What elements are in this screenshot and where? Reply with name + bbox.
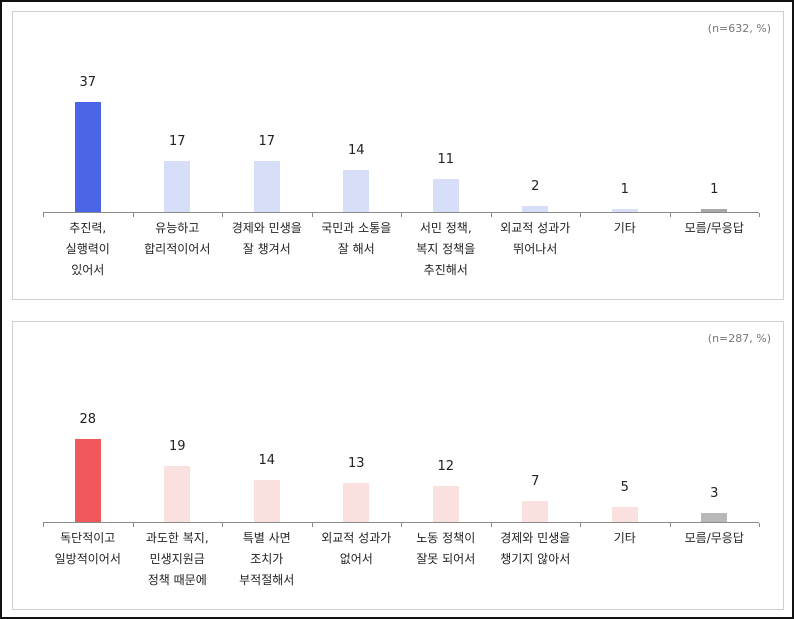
value-label: 14 xyxy=(347,143,365,159)
value-label: 12 xyxy=(437,459,455,475)
value-label: 14 xyxy=(258,453,276,469)
value-label: 28 xyxy=(79,411,97,427)
bar xyxy=(522,501,549,522)
value-label: 17 xyxy=(168,134,186,150)
value-label: 3 xyxy=(710,486,719,502)
value-label: 5 xyxy=(620,480,629,496)
category-label: 외교적 성과가 없어서 xyxy=(321,531,392,566)
sample-size-note: (n=632, %) xyxy=(707,22,771,35)
axis-tick xyxy=(490,213,492,217)
category-label: 경제와 민생을 챙기지 않아서 xyxy=(500,531,571,566)
bar xyxy=(611,209,638,212)
axis-tick xyxy=(43,523,44,527)
axis-tick xyxy=(311,523,313,527)
x-axis xyxy=(43,522,760,527)
category-label: 노동 정책이 잘못 되어서 xyxy=(416,531,476,566)
category-label: 독단적이고 일방적이어서 xyxy=(54,531,121,566)
category-label: 과도한 복지, 민생지원금 정책 때문에 xyxy=(145,531,209,587)
axis-tick xyxy=(222,523,223,527)
axis-tick xyxy=(311,213,313,217)
category-label: 특별 사면 조치가 부적절해서 xyxy=(239,531,295,587)
bar xyxy=(164,465,191,522)
bar xyxy=(74,438,101,522)
bar xyxy=(432,486,459,522)
category-label: 기타 xyxy=(613,221,636,235)
axis-tick xyxy=(759,523,760,527)
bar xyxy=(522,206,549,212)
axis-tick xyxy=(490,523,492,527)
axis-tick xyxy=(401,213,402,217)
value-label: 1 xyxy=(710,182,719,198)
bar xyxy=(701,209,728,212)
bar xyxy=(343,483,370,522)
bar xyxy=(611,507,638,522)
axis-tick xyxy=(669,523,671,527)
axis-tick xyxy=(669,213,671,217)
bar xyxy=(164,161,191,212)
value-label: 2 xyxy=(531,179,540,195)
bar xyxy=(74,102,101,212)
chart-panel-positive: (n=632, %) 37 추진력, 실행력이 있어서 17 유능하고 합리적이어서 1… xyxy=(12,11,784,300)
category-label: 외교적 성과가 뛰어나서 xyxy=(500,221,571,256)
value-label: 11 xyxy=(437,152,455,168)
value-label: 7 xyxy=(531,474,540,490)
category-label: 경제와 민생을 잘 챙겨서 xyxy=(231,221,302,256)
category-label: 서민 정책, 복지 정책을 추진해서 xyxy=(416,221,476,277)
bar xyxy=(253,161,280,212)
bar xyxy=(253,480,280,522)
category-label: 기타 xyxy=(613,531,636,545)
category-label: 모름/무응답 xyxy=(684,531,744,545)
value-label: 17 xyxy=(258,134,276,150)
axis-tick xyxy=(222,213,223,217)
axis-tick xyxy=(580,213,581,217)
axis-tick xyxy=(132,213,134,217)
category-label: 모름/무응답 xyxy=(684,221,744,235)
axis-tick xyxy=(132,523,134,527)
category-label: 유능하고 합리적이어서 xyxy=(144,221,211,256)
value-label: 37 xyxy=(79,75,97,90)
bar xyxy=(432,179,459,212)
axis-tick xyxy=(580,523,581,527)
value-label: 1 xyxy=(620,182,629,198)
value-label: 13 xyxy=(347,456,365,472)
bar xyxy=(701,513,728,522)
sample-size-note: (n=287, %) xyxy=(707,332,771,345)
category-label: 국민과 소통을 잘 해서 xyxy=(321,221,392,256)
chart-panel-negative: (n=287, %) 28 독단적이고 일방적이어서 19 과도한 복지, 민생지원금… xyxy=(12,321,784,610)
x-axis xyxy=(43,212,760,217)
value-label: 19 xyxy=(168,438,186,454)
category-label: 추진력, 실행력이 있어서 xyxy=(65,221,110,277)
bar xyxy=(343,170,370,212)
axis-tick xyxy=(759,213,760,217)
axis-tick xyxy=(401,523,402,527)
axis-tick xyxy=(43,213,44,217)
